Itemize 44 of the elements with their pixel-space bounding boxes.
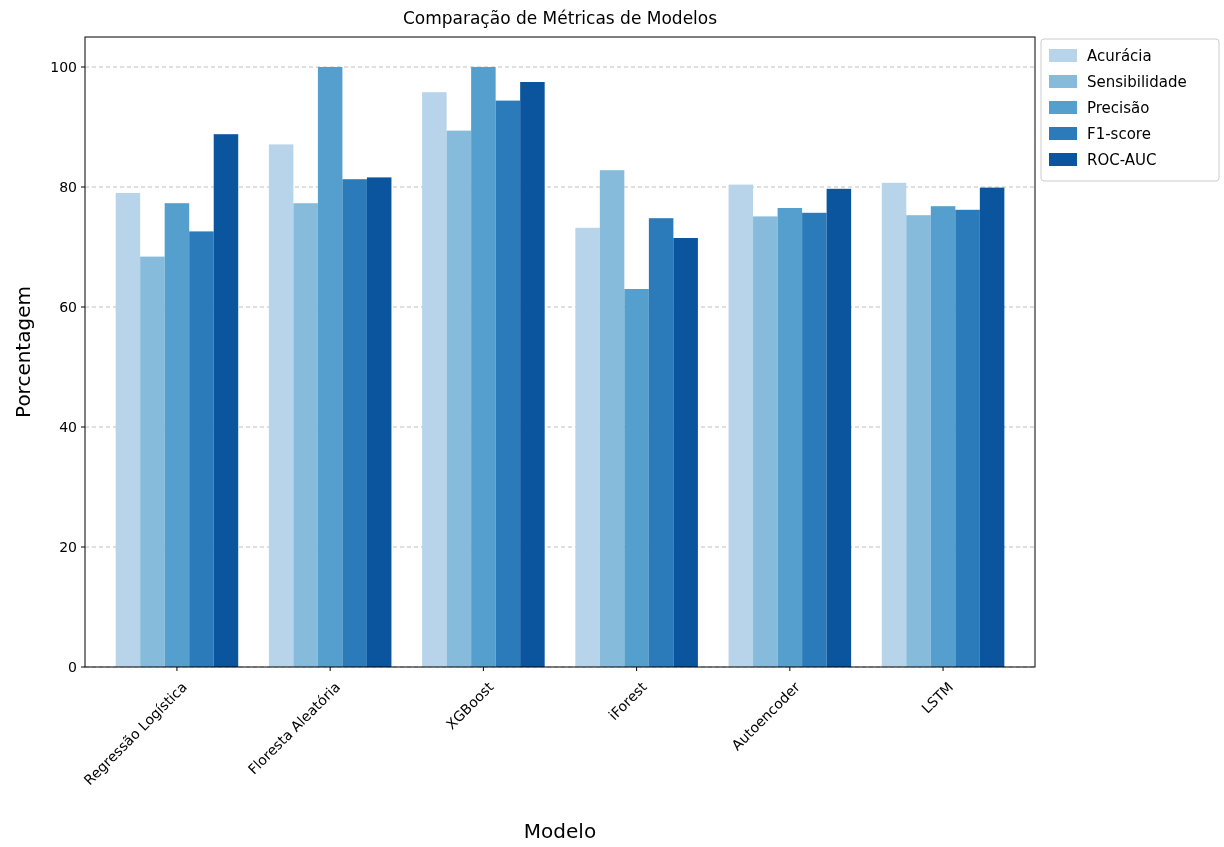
legend-label: ROC-AUC	[1087, 150, 1157, 169]
y-axis-title: Porcentagem	[11, 286, 35, 418]
bar	[140, 256, 165, 667]
bar	[802, 212, 827, 667]
bar	[422, 92, 447, 667]
bar	[520, 82, 545, 667]
bar	[164, 203, 190, 667]
legend-label: Sensibilidade	[1087, 72, 1187, 91]
bar	[115, 193, 141, 667]
y-tick-label: 100	[50, 58, 77, 75]
bar	[881, 182, 907, 667]
bar	[213, 134, 239, 667]
bar	[342, 179, 367, 667]
bar	[317, 67, 343, 667]
bar	[648, 218, 674, 667]
x-axis-title: Modelo	[523, 819, 597, 843]
bar	[906, 215, 931, 667]
bar	[930, 206, 956, 667]
bar	[189, 231, 214, 667]
y-tick-label: 60	[59, 298, 77, 315]
bar	[673, 238, 698, 667]
y-tick-label: 80	[59, 178, 77, 195]
bar	[446, 130, 472, 667]
y-tick-label: 0	[68, 658, 77, 675]
bar	[268, 144, 294, 667]
y-tick-label: 20	[59, 538, 77, 555]
bar	[599, 170, 625, 667]
bar	[955, 209, 980, 667]
chart-title: Comparação de Métricas de Modelos	[402, 8, 718, 28]
bar	[624, 289, 649, 667]
legend-label: Precisão	[1087, 98, 1150, 117]
bar	[728, 184, 754, 667]
bar	[495, 100, 521, 667]
legend-label: F1-score	[1087, 124, 1151, 143]
bar	[366, 177, 392, 667]
bar	[826, 188, 852, 667]
bar	[575, 227, 600, 667]
legend-label: Acurácia	[1087, 46, 1152, 65]
bar	[777, 208, 803, 667]
bar	[293, 203, 318, 667]
bar	[979, 187, 1005, 667]
bar	[471, 67, 496, 667]
y-tick-label: 40	[59, 418, 77, 435]
bar	[753, 216, 778, 667]
